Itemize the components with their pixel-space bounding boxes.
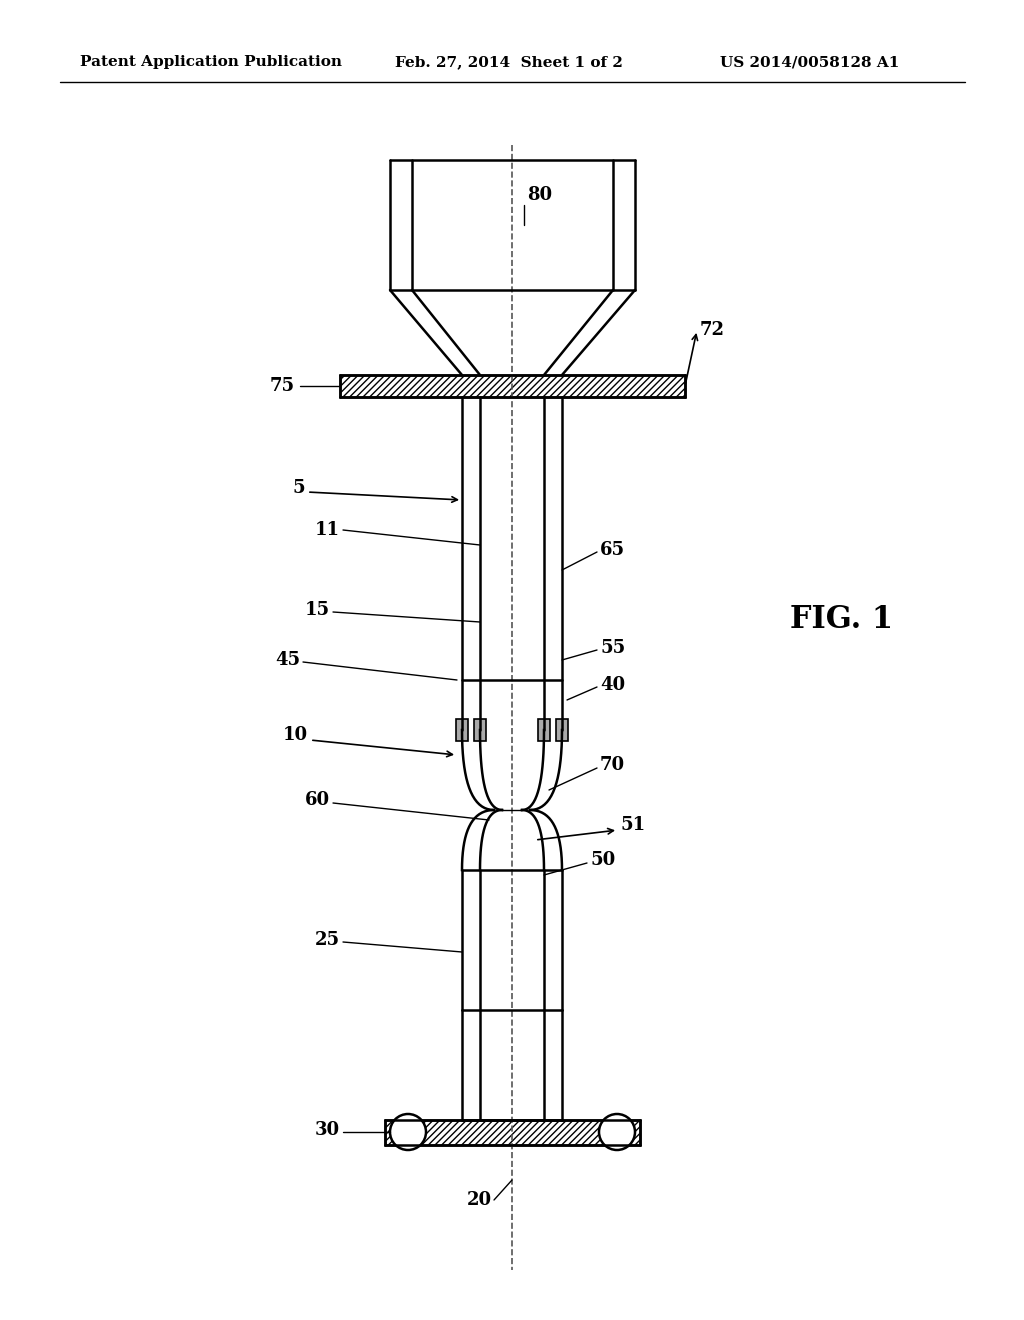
Circle shape [599,1114,635,1150]
Text: 25: 25 [314,931,340,949]
Text: 20: 20 [467,1191,492,1209]
Bar [474,719,486,741]
Bar [456,719,468,741]
Text: Feb. 27, 2014  Sheet 1 of 2: Feb. 27, 2014 Sheet 1 of 2 [395,55,623,69]
Text: 10: 10 [283,726,308,744]
Text: 11: 11 [315,521,340,539]
Text: 50: 50 [590,851,615,869]
Text: 55: 55 [600,639,626,657]
Text: FIG. 1: FIG. 1 [790,605,893,635]
Text: 5: 5 [293,479,305,498]
Bar [538,719,550,741]
Text: 80: 80 [527,186,552,205]
Text: 15: 15 [305,601,330,619]
Circle shape [390,1114,426,1150]
Text: US 2014/0058128 A1: US 2014/0058128 A1 [720,55,899,69]
Bar [340,375,685,397]
Text: 72: 72 [700,321,725,339]
Text: 40: 40 [600,676,625,694]
Bar [385,1119,640,1144]
Text: 30: 30 [314,1121,340,1139]
Text: 45: 45 [274,651,300,669]
Bar [556,719,568,741]
Text: 75: 75 [270,378,295,395]
Text: 65: 65 [600,541,625,558]
Text: 51: 51 [620,816,645,834]
Text: 60: 60 [305,791,330,809]
Text: Patent Application Publication: Patent Application Publication [80,55,342,69]
Text: 70: 70 [600,756,625,774]
